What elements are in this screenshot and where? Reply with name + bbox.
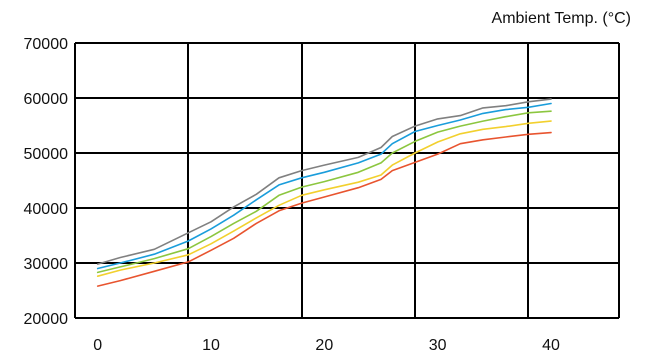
y-tick-label-4: 60000 xyxy=(24,91,69,108)
series-lines xyxy=(96,98,552,287)
x-tick-label-1: 10 xyxy=(202,337,220,354)
grid xyxy=(74,42,620,319)
series-line-3 xyxy=(96,120,552,278)
x-axis-tick-labels: 0 10 20 30 40 xyxy=(93,337,560,354)
y-tick-label-0: 20000 xyxy=(24,311,69,328)
y-tick-label-2: 40000 xyxy=(24,201,69,218)
series-line-4 xyxy=(96,131,552,287)
y-tick-label-3: 50000 xyxy=(24,146,69,163)
x-tick-label-0: 0 xyxy=(93,337,102,354)
x-tick-label-2: 20 xyxy=(315,337,333,354)
y-tick-label-5: 70000 xyxy=(24,36,69,53)
x-tick-label-4: 40 xyxy=(542,337,560,354)
series-line-1 xyxy=(96,102,552,270)
x-tick-label-3: 30 xyxy=(429,337,447,354)
y-axis-tick-labels: 20000 30000 40000 50000 60000 70000 xyxy=(24,36,69,328)
series-line-0 xyxy=(96,98,552,265)
series-line-2 xyxy=(96,110,552,274)
legend-title: Ambient Temp. (°C) xyxy=(492,10,631,27)
y-tick-label-1: 30000 xyxy=(24,256,69,273)
